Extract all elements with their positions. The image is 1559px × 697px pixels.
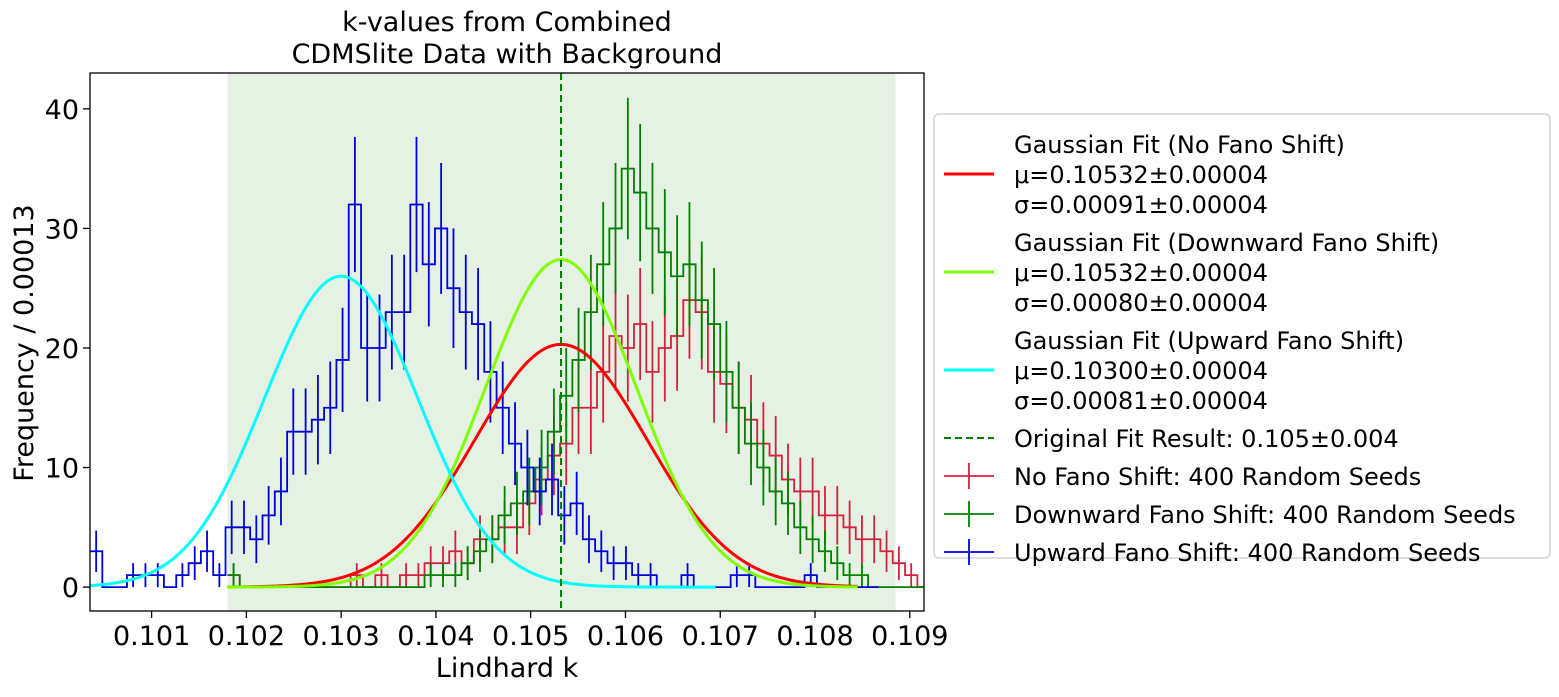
- legend-entry-0: Gaussian Fit (No Fano Shift)μ=0.10532±0.…: [944, 131, 1345, 219]
- histogram-series-2: [90, 136, 879, 588]
- plot-area: 0.101 0.102 0.103 0.104 0.105 0.106 0.107 0.108…: [45, 72, 948, 652]
- gaussian-fit-0: [227, 342, 858, 589]
- legend-box: [933, 113, 1551, 559]
- histogram-series-1: [227, 97, 924, 588]
- legend-entry-2: Gaussian Fit (Upward Fano Shift)μ=0.1030…: [944, 327, 1404, 415]
- x-tick-label: 0.106: [587, 621, 664, 652]
- legend-label: Gaussian Fit (No Fano Shift): [1014, 131, 1345, 159]
- legend: Gaussian Fit (No Fano Shift)μ=0.10532±0.…: [933, 113, 1551, 567]
- legend-label: μ=0.10532±0.00004: [1014, 259, 1268, 287]
- legend-entry-5: Downward Fano Shift: 400 Random Seeds: [944, 501, 1516, 529]
- legend-label: Gaussian Fit (Downward Fano Shift): [1014, 229, 1439, 257]
- axes-frame: [89, 72, 925, 612]
- histogram-step-1: [227, 167, 924, 588]
- x-tick-label: 0.104: [397, 621, 474, 652]
- legend-entry-6: Upward Fano Shift: 400 Random Seeds: [944, 539, 1480, 567]
- y-axis-label: Frequency / 0.00013: [9, 204, 40, 481]
- legend-label: No Fano Shift: 400 Random Seeds: [1014, 463, 1421, 491]
- legend-entry-3: Original Fit Result: 0.105±0.004: [944, 425, 1399, 453]
- legend-entry-4: No Fano Shift: 400 Random Seeds: [944, 463, 1421, 491]
- legend-label: Original Fit Result: 0.105±0.004: [1014, 425, 1399, 453]
- gaussian-fit-2: [90, 274, 716, 589]
- chart-title-line1: k-values from Combined: [342, 7, 672, 38]
- legend-label: σ=0.00080±0.00004: [1014, 289, 1268, 317]
- legend-entry-1: Gaussian Fit (Downward Fano Shift)μ=0.10…: [944, 229, 1439, 317]
- legend-label: Upward Fano Shift: 400 Random Seeds: [1014, 539, 1480, 567]
- y-tick-label: 40: [45, 95, 79, 126]
- x-tick-label: 0.105: [492, 621, 569, 652]
- x-tick-label: 0.102: [208, 621, 285, 652]
- y-tick-label: 0: [62, 573, 79, 604]
- x-tick-label: 0.103: [302, 621, 379, 652]
- x-tick-label: 0.108: [776, 621, 853, 652]
- legend-label: σ=0.00081±0.00004: [1014, 387, 1268, 415]
- x-tick-label: 0.109: [871, 621, 948, 652]
- x-tick-label: 0.107: [682, 621, 759, 652]
- x-axis-label: Lindhard k: [436, 653, 579, 684]
- legend-label: μ=0.10532±0.00004: [1014, 161, 1268, 189]
- legend-label: σ=0.00091±0.00004: [1014, 191, 1268, 219]
- histogram-step-0: [227, 299, 924, 588]
- y-tick-label: 30: [45, 214, 79, 245]
- legend-label: Gaussian Fit (Upward Fano Shift): [1014, 327, 1404, 355]
- gaussian-fit-1: [227, 258, 858, 589]
- chart-title-line2: CDMSlite Data with Background: [292, 39, 723, 70]
- y-tick-label: 10: [45, 454, 79, 485]
- legend-label: μ=0.10300±0.00004: [1014, 357, 1268, 385]
- legend-label: Downward Fano Shift: 400 Random Seeds: [1014, 501, 1516, 529]
- y-tick-label: 20: [45, 334, 79, 365]
- x-tick-label: 0.101: [113, 621, 190, 652]
